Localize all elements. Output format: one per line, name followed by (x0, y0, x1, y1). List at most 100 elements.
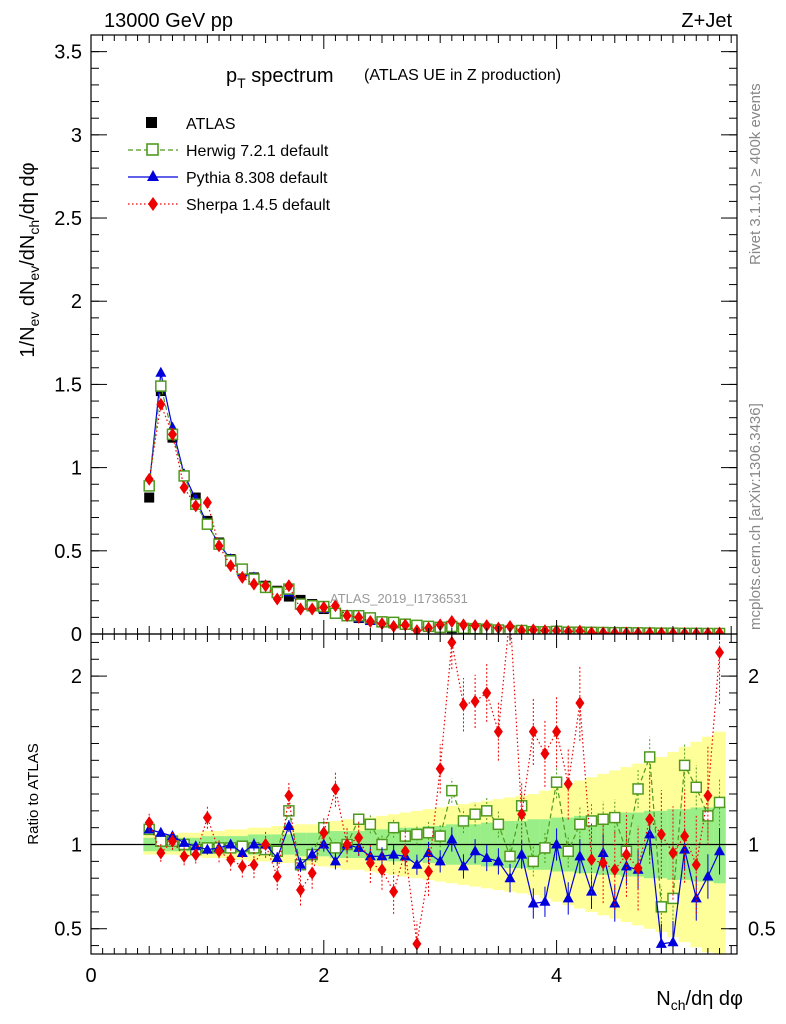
sherpa-point (656, 827, 666, 841)
pythia-point (644, 828, 656, 839)
legend-label-atlas: ATLAS (186, 116, 236, 133)
pythia-point (702, 870, 714, 881)
sherpa-point (575, 696, 585, 710)
sherpa-point (296, 883, 306, 897)
sherpa-point (552, 725, 562, 739)
pythia-point (388, 848, 400, 859)
pythia-point (492, 855, 504, 866)
sherpa-point (191, 848, 201, 862)
sherpa-point (144, 472, 154, 486)
spectrum-panel: 0 0.5 1 1.5 2 2.5 3 3.5 (54, 34, 738, 646)
sherpa-point (517, 807, 527, 821)
header-process: Z+Jet (681, 10, 732, 32)
pythia-point (248, 838, 260, 849)
pythia-point (504, 872, 516, 883)
herwig-point (457, 815, 470, 827)
sherpa-point (528, 725, 538, 739)
sherpa-point (389, 619, 399, 633)
plot-title-main: p (226, 65, 237, 87)
pythia-point (609, 897, 621, 908)
herwig-point (655, 901, 668, 913)
herwig-point (329, 842, 342, 854)
sherpa-point (249, 577, 259, 591)
y-tick-label: 0.5 (54, 919, 82, 941)
sherpa-point (587, 853, 597, 867)
y-tick-label: 1 (71, 458, 82, 480)
pythia-point (457, 860, 469, 871)
sherpa-point (447, 635, 457, 649)
pythia-point (655, 937, 667, 948)
legend-marker-herwig (146, 143, 159, 156)
herwig-point (364, 818, 377, 831)
herwig-point (411, 828, 423, 841)
sherpa-point (435, 762, 445, 776)
pythia-point (516, 848, 528, 859)
pythia-point (527, 897, 539, 908)
y-tick-label: 1.5 (54, 374, 82, 396)
sherpa-point (261, 579, 271, 593)
legend-marker-atlas (146, 117, 157, 128)
herwig-point (597, 813, 609, 826)
sherpa-point (506, 607, 515, 620)
herwig-point (283, 805, 295, 817)
sherpa-point (377, 617, 387, 631)
sherpa-point (284, 789, 294, 803)
pythia-point (539, 895, 551, 906)
sherpa-point (703, 789, 713, 803)
sherpa-point (191, 499, 201, 513)
sherpa-point (226, 559, 236, 573)
herwig-point (387, 821, 400, 834)
herwig-point (446, 784, 458, 797)
pythia-point (434, 855, 446, 866)
sherpa-point (668, 846, 678, 860)
sherpa-point (319, 600, 329, 614)
sherpa-point (715, 646, 725, 660)
herwig-point (422, 826, 435, 839)
pythia-point (155, 366, 167, 377)
x-tick-label: 4 (551, 965, 562, 987)
plot-title-sub: T (237, 75, 246, 91)
pythia-point (329, 855, 341, 866)
sherpa-point (330, 782, 340, 796)
x-tick-label: 0 (85, 965, 96, 987)
herwig-point (690, 781, 703, 794)
sherpa-point (458, 618, 468, 632)
sherpa-point (389, 885, 399, 899)
y-tick-label: 3.5 (54, 42, 82, 64)
y-tick-label: 1 (71, 835, 82, 857)
sherpa-point (167, 834, 177, 848)
sherpa-point (272, 870, 282, 884)
sherpa-point (482, 619, 492, 633)
herwig-point (539, 842, 551, 854)
legend-marker-pythia (147, 170, 159, 181)
sherpa-point (307, 866, 317, 880)
rivet-label: Rivet 3.1.10, ≥ 400k events (747, 83, 764, 265)
sherpa-point (261, 838, 271, 852)
y-tick-label: 2 (71, 291, 82, 313)
herwig-point (504, 850, 516, 863)
sherpa-point (540, 747, 550, 761)
sherpa-point (598, 856, 608, 870)
y-tick-label-right: 0.5 (748, 919, 776, 941)
pythia-point (714, 845, 726, 856)
y-axis-label-ratio: Ratio to ATLAS (25, 743, 42, 844)
y-tick-label: 0.5 (54, 541, 82, 563)
pythia-point (586, 885, 598, 896)
pythia-point (620, 860, 632, 871)
herwig-point (713, 796, 726, 809)
sherpa-point (633, 861, 643, 875)
pythia-point (423, 846, 435, 857)
sherpa-point (249, 858, 259, 872)
sherpa-point (482, 686, 492, 700)
legend-marker-sherpa (148, 197, 158, 211)
pythia-point (679, 843, 691, 854)
plot-title-rest: spectrum (246, 65, 334, 87)
sherpa-point (424, 864, 434, 878)
sherpa-point (342, 609, 352, 623)
pythia-point (411, 858, 423, 869)
legend-label-pythia: Pythia 8.308 default (186, 170, 328, 187)
sherpa-point (470, 694, 480, 708)
sherpa-point (167, 427, 177, 441)
sherpa-point (202, 811, 212, 825)
sherpa-point (226, 853, 236, 867)
